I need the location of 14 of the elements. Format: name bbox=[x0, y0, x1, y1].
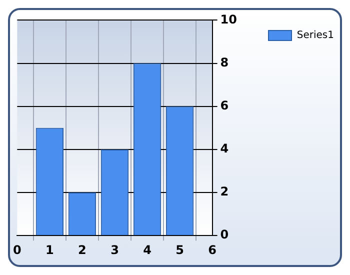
y-tick-label: 0 bbox=[220, 228, 229, 242]
x-tick-label: 5 bbox=[176, 242, 184, 257]
x-tick-label: 3 bbox=[110, 242, 119, 257]
x-tick-label: 6 bbox=[208, 242, 216, 257]
x-tick-label: 4 bbox=[143, 242, 152, 257]
x-tick-label: 0 bbox=[12, 242, 22, 257]
y-tick-label: 2 bbox=[220, 184, 229, 199]
y-tick-label: 10 bbox=[220, 12, 238, 26]
x-tick-label: 2 bbox=[78, 242, 86, 257]
y-tick-label: 8 bbox=[220, 55, 229, 70]
text: Series1 bbox=[296, 30, 334, 41]
x-tick-label: 1 bbox=[46, 242, 54, 257]
y-tick-label: 4 bbox=[220, 142, 229, 156]
y-tick-label: 6 bbox=[220, 98, 229, 112]
